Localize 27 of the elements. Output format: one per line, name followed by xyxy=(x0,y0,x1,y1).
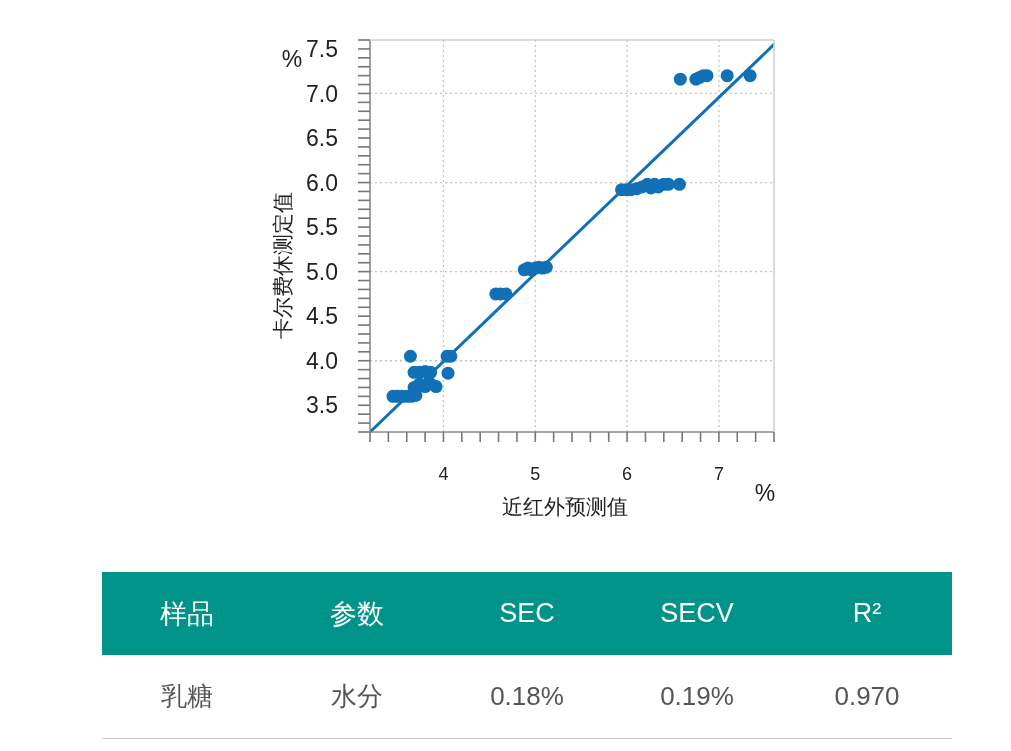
y-tick-label: 5.5 xyxy=(306,214,338,241)
category-label: SECV xyxy=(660,598,734,628)
text: 乳糖 xyxy=(161,681,213,711)
category-label: R² xyxy=(852,598,882,628)
x-tick-label: 7 xyxy=(713,463,724,484)
text: 0.970 xyxy=(834,681,900,711)
x-tick-label: 6 xyxy=(622,463,633,484)
y-axis-title: 卡尔费休测定值 xyxy=(271,191,295,339)
category-label: 参数 xyxy=(330,598,384,629)
y-tick-label: 5.0 xyxy=(306,258,338,285)
y-tick-label: 6.0 xyxy=(306,169,338,196)
x-axis-title: 近红外预测值 xyxy=(502,495,628,519)
text: % xyxy=(281,46,303,73)
text: 0.19% xyxy=(660,681,734,711)
category-label: SEC xyxy=(499,598,555,628)
y-tick-label: 7.0 xyxy=(306,80,338,107)
y-tick-label: 6.5 xyxy=(306,125,338,152)
y-tick-label: 4.5 xyxy=(306,303,338,330)
text: 0.18% xyxy=(490,681,564,711)
y-tick-label: 4.0 xyxy=(306,347,338,374)
category-label: 样品 xyxy=(160,598,214,629)
text: % xyxy=(754,480,776,507)
text: 水分 xyxy=(331,681,383,711)
y-tick-label: 7.5 xyxy=(306,36,338,63)
x-tick-label: 4 xyxy=(438,463,449,484)
x-tick-label: 5 xyxy=(530,463,541,484)
y-tick-label: 3.5 xyxy=(306,392,338,419)
